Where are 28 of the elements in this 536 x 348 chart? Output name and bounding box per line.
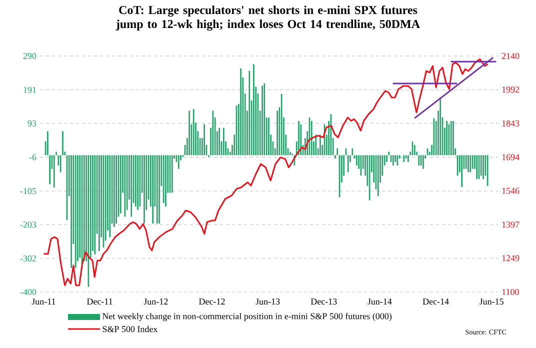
y-tick-label: 290: [23, 52, 36, 60]
legend-label: S&P 500 Index: [102, 326, 158, 332]
x-tick-label: Dec-13: [310, 298, 337, 305]
y-tick-label: 93: [28, 120, 36, 126]
y-tick-label: -105: [20, 188, 36, 194]
y2-tick-label: 1546: [502, 188, 520, 194]
y2-tick-label: 1397: [502, 222, 520, 228]
x-tick-label: Dec-14: [422, 298, 449, 305]
y2-tick-label: 1100: [502, 288, 519, 296]
y-tick-label: -302: [20, 255, 36, 262]
y2-tick-label: 1843: [502, 120, 520, 126]
y2-tick-label: 1992: [502, 86, 520, 93]
x-tick-label: Jun-14: [368, 298, 392, 305]
x-tick-label: Dec-11: [86, 298, 112, 305]
x-tick-label: Jun-11: [32, 298, 56, 305]
y2-tick-label: 1694: [502, 154, 520, 160]
y-tick-label: 191: [24, 86, 36, 93]
chart-title: CoT: Large speculators' net shorts in e-mini SPX futures jump to 12-wk high; index loses Oct 14 trendline, 50DMA: [116, 6, 420, 31]
y-tick-label: -203: [20, 222, 36, 228]
x-tick-label: Jun-15: [479, 298, 504, 305]
x-tick-label: Jun-12: [144, 298, 168, 305]
x-tick-label: Dec-12: [199, 298, 225, 305]
x-tick-label: Jun-13: [256, 298, 280, 305]
y-tick-label: -6: [29, 154, 36, 160]
y-tick-label: -400: [20, 288, 36, 296]
y2-tick-label: 2140: [502, 52, 520, 60]
legend-label: Net weekly change in non-commercial position in e-mini S&P 500 futures (000): [102, 312, 392, 322]
y2-tick-label: 1249: [502, 255, 520, 262]
